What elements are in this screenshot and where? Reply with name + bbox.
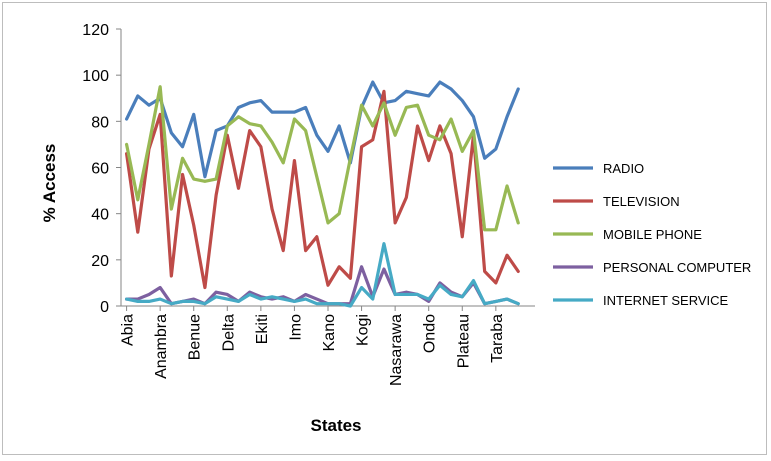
- y-tick-label: 120: [82, 22, 109, 39]
- legend-label-personal-computer: PERSONAL COMPUTER: [603, 260, 751, 275]
- series-group: [124, 80, 520, 308]
- x-tick-label: Imo: [287, 314, 304, 341]
- line-chart: 0 20 40 60 80 100 120 Abia Anambra Benue Delta Eki…: [40, 22, 751, 435]
- x-axis: Abia Anambra Benue Delta Ekiti Imo Kano Kogi Nas…: [120, 305, 535, 386]
- chart-frame: 0 20 40 60 80 100 120 Abia Anambra Benue Delta Eki…: [2, 2, 767, 455]
- legend-label-internet-service: INTERNET SERVICE: [603, 293, 729, 308]
- x-tick-label: Benue: [187, 314, 204, 360]
- legend-label-television: TELEVISION: [603, 194, 680, 209]
- series-line-internet-service: [124, 242, 520, 308]
- series-line-radio: [124, 80, 520, 179]
- series-line-personal-computer: [124, 265, 520, 306]
- series-line-mobile-phone: [124, 85, 520, 232]
- x-tick-label: Delta: [220, 314, 237, 351]
- y-tick-label: 80: [91, 114, 109, 131]
- y-tick-label: 0: [100, 299, 109, 316]
- x-tick-label: Plateau: [455, 314, 472, 368]
- legend-label-radio: RADIO: [603, 161, 644, 176]
- legend: RADIO TELEVISION MOBILE PHONE PERSONAL COMP…: [553, 161, 751, 308]
- y-tick-label: 20: [91, 253, 109, 270]
- y-axis: 0 20 40 60 80 100 120: [82, 22, 122, 316]
- x-tick-label: Ekiti: [254, 314, 271, 344]
- y-tick-label: 100: [82, 68, 109, 85]
- y-axis-title: % Access: [40, 144, 59, 223]
- x-tick-label: Taraba: [489, 314, 506, 363]
- series-line-television: [124, 89, 520, 290]
- x-axis-title: States: [310, 416, 361, 435]
- x-tick-label: Abia: [120, 314, 137, 346]
- y-tick-label: 40: [91, 207, 109, 224]
- x-tick-label: Nasarawa: [388, 314, 405, 386]
- x-tick-label: Ondo: [422, 314, 439, 353]
- x-tick-label: Anambra: [153, 314, 170, 379]
- x-tick-label: Kano: [321, 314, 338, 351]
- y-tick-label: 60: [91, 161, 109, 178]
- x-tick-label: Kogi: [355, 314, 372, 346]
- legend-label-mobile-phone: MOBILE PHONE: [603, 227, 702, 242]
